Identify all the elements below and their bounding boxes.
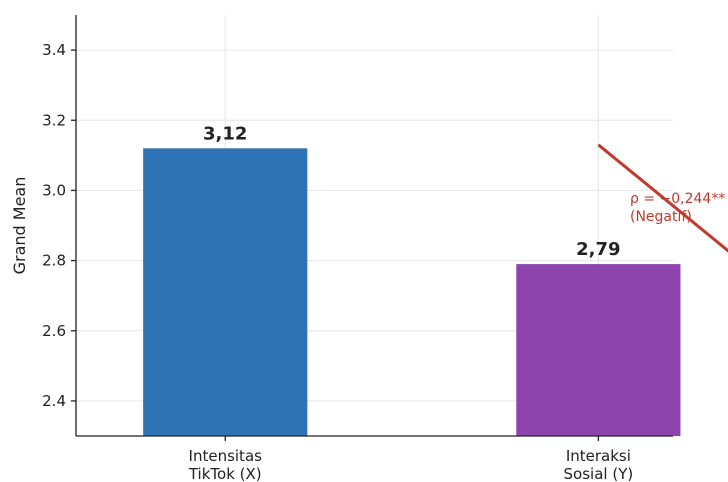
y-tick-label: 2.6 bbox=[42, 322, 66, 340]
annotation-text-1: ρ = −0,244** bbox=[630, 191, 725, 207]
x-tick-label-1: Intensitas TikTok (X) bbox=[188, 447, 262, 482]
y-tick-label: 2.8 bbox=[42, 252, 66, 270]
axes bbox=[71, 15, 673, 441]
y-tick-label: 2.4 bbox=[42, 392, 66, 410]
bars bbox=[143, 148, 681, 437]
annotation: ρ = −0,244** (Negatif) bbox=[597, 143, 728, 253]
y-tick-label: 3.4 bbox=[42, 41, 66, 59]
x-tick-label-line: Intensitas bbox=[189, 447, 263, 465]
labels: 2.4 2.6 2.8 3.0 3.2 3.4 3,12 2,79 Intensitas TikT… bbox=[10, 41, 633, 482]
x-tick-label-2: Interaksi Sosial (Y) bbox=[564, 447, 634, 482]
y-tick-label: 3.2 bbox=[42, 111, 66, 129]
annotation-text-2: (Negatif) bbox=[630, 209, 692, 225]
x-tick-label-line: TikTok (X) bbox=[188, 465, 262, 482]
y-axis-label: Grand Mean bbox=[10, 177, 29, 275]
annotation-arrow bbox=[597, 143, 728, 253]
y-tick-label: 3.0 bbox=[42, 181, 66, 199]
bar-1 bbox=[143, 148, 308, 437]
data-label-2: 2,79 bbox=[576, 239, 620, 260]
bar-2 bbox=[516, 264, 681, 436]
data-label-1: 3,12 bbox=[203, 123, 247, 144]
x-tick-label-line: Sosial (Y) bbox=[564, 465, 634, 482]
x-tick-label-line: Interaksi bbox=[566, 447, 631, 465]
